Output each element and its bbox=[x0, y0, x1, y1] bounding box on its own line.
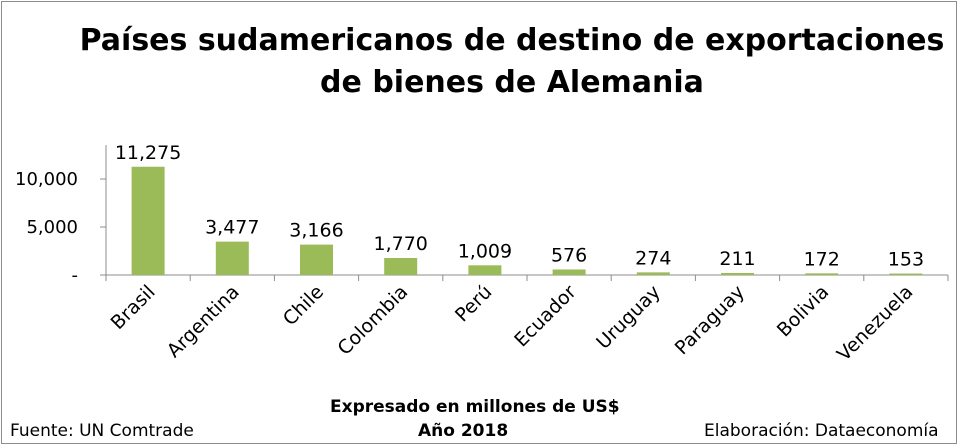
category-label: Paraguay bbox=[671, 281, 749, 359]
y-tick-label: - bbox=[72, 265, 79, 286]
bar bbox=[215, 241, 249, 275]
category-label: Brasil bbox=[107, 281, 160, 334]
data-label: 11,275 bbox=[115, 142, 181, 164]
bar bbox=[636, 272, 670, 275]
bar bbox=[131, 166, 165, 275]
data-label: 153 bbox=[888, 249, 924, 271]
category-label: Venezuela bbox=[833, 281, 918, 366]
data-label: 576 bbox=[551, 244, 587, 266]
source-note: Fuente: UN Comtrade bbox=[10, 421, 194, 441]
chart-title: Países sudamericanos de destino de expor… bbox=[0, 20, 960, 104]
unit-note: Expresado en millones de US$ bbox=[330, 397, 620, 417]
bar bbox=[889, 273, 923, 275]
chart-title-line-1: Países sudamericanos de destino de expor… bbox=[79, 23, 945, 58]
category-label: Ecuador bbox=[510, 281, 581, 352]
data-label: 211 bbox=[719, 248, 755, 270]
bar bbox=[721, 272, 754, 275]
bar bbox=[384, 258, 418, 275]
category-label: Chile bbox=[279, 281, 328, 330]
category-label: Uruguay bbox=[592, 281, 665, 354]
bar bbox=[468, 265, 502, 275]
category-label: Argentina bbox=[163, 281, 244, 362]
y-tick-label: 10,000 bbox=[15, 169, 78, 190]
bar bbox=[300, 244, 333, 275]
y-tick-label: 5,000 bbox=[26, 217, 78, 238]
data-label: 172 bbox=[804, 248, 840, 270]
data-label: 3,166 bbox=[289, 220, 343, 242]
bar bbox=[552, 269, 586, 275]
category-label: Colombia bbox=[334, 281, 413, 360]
credit-note: Elaboración: Dataeconomía bbox=[704, 421, 939, 441]
data-label: 1,009 bbox=[458, 240, 512, 262]
data-label: 3,477 bbox=[205, 217, 259, 239]
bar bbox=[805, 273, 839, 275]
year-note: Año 2018 bbox=[418, 421, 509, 441]
data-label: 1,770 bbox=[373, 233, 427, 255]
category-label: Bolivia bbox=[773, 281, 833, 341]
category-label: Perú bbox=[451, 281, 496, 326]
chart-title-line-2: de bienes de Alemania bbox=[320, 65, 704, 100]
data-label: 274 bbox=[635, 247, 671, 269]
